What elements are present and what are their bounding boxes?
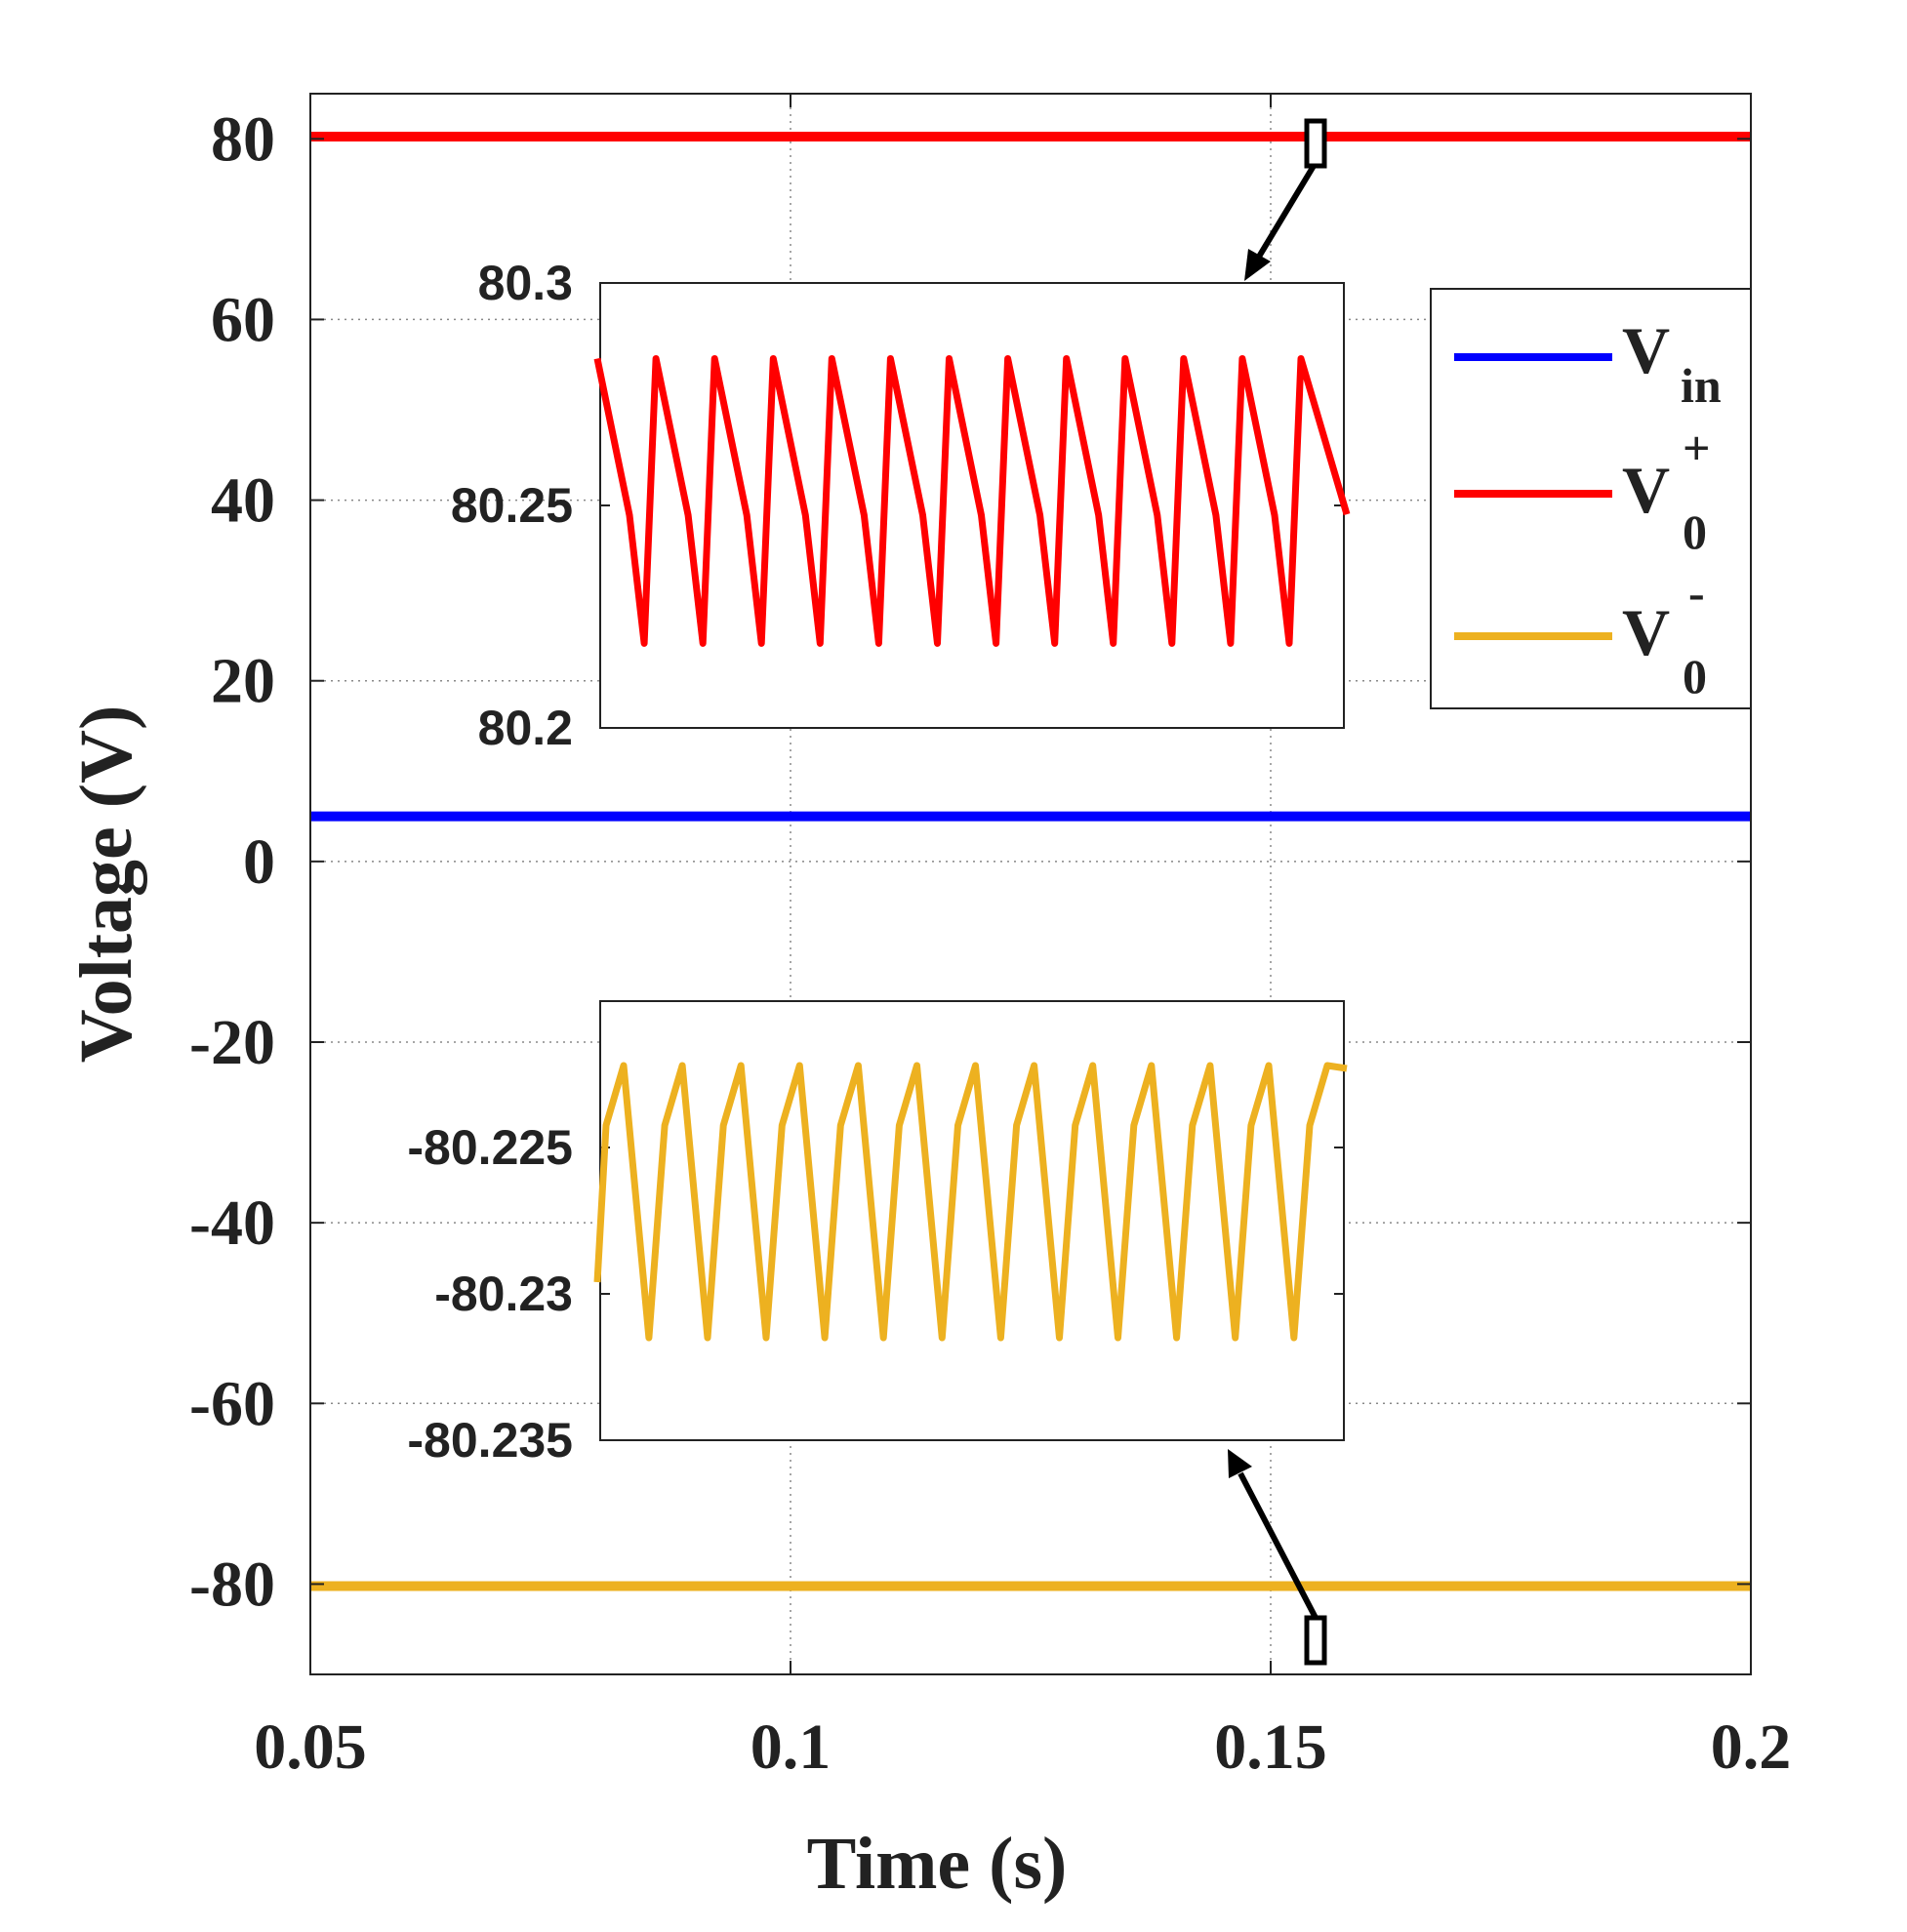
legend-label-vin: V — [1622, 313, 1670, 387]
legend: V in V + 0 V - 0 — [1430, 288, 1752, 709]
y-tick-label: 0 — [243, 826, 275, 898]
y-tick-label: -40 — [189, 1187, 275, 1259]
x-tick-labels: 0.05 0.1 0.15 0.2 — [254, 1711, 1791, 1783]
inset-y-tick-label: 80.2 — [478, 701, 573, 755]
x-tick-label: 0.15 — [1214, 1711, 1327, 1783]
plot-frame — [309, 93, 1752, 1675]
x-tick-label: 0.2 — [1711, 1711, 1792, 1783]
inset-positive-output: 80.3 80.25 80.2 — [451, 256, 1351, 755]
inset-y-tick-label: -80.225 — [407, 1120, 573, 1175]
zoom-marker-negative — [1304, 1615, 1327, 1666]
y-tick-label: 20 — [211, 646, 275, 717]
inset-negative-y-labels: -80.225 -80.23 -80.235 — [407, 1120, 573, 1468]
legend-sup-vpos: + — [1683, 421, 1711, 475]
inset-y-tick-label: 80.3 — [478, 256, 573, 310]
zoom-arrow-negative — [1238, 1471, 1319, 1620]
inset-y-tick-label: -80.235 — [407, 1413, 573, 1468]
inset-positive-waveform — [593, 355, 1351, 647]
zoom-arrow-positive — [1256, 164, 1317, 259]
zoom-marker-positive — [1304, 118, 1327, 169]
x-tick-label: 0.1 — [751, 1711, 832, 1783]
legend-label-vpos: V — [1622, 453, 1670, 527]
inset-positive-frame — [599, 282, 1345, 729]
y-tick-label: -80 — [189, 1549, 275, 1620]
inset-y-tick-label: -80.23 — [434, 1267, 573, 1321]
legend-sub-vin: in — [1681, 358, 1722, 413]
inset-negative-waveform — [593, 1062, 1348, 1342]
y-tick-label: 80 — [211, 103, 275, 175]
x-axis-label: Time (s) — [807, 1823, 1068, 1905]
y-tick-labels: 80 60 40 20 0 -20 -40 -60 -80 — [189, 103, 275, 1620]
y-axis-label: Voltage (V) — [65, 705, 147, 1064]
zoom-arrowhead-positive — [1244, 249, 1271, 281]
x-tick-label: 0.05 — [254, 1711, 367, 1783]
zoom-arrowhead-negative — [1228, 1449, 1252, 1478]
legend-box — [1430, 288, 1752, 709]
inset-positive-y-labels: 80.3 80.25 80.2 — [451, 256, 573, 755]
legend-label-vneg: V — [1622, 595, 1670, 669]
y-tick-label: 40 — [211, 465, 275, 537]
legend-sub-vneg: 0 — [1683, 649, 1707, 704]
y-tick-label: -20 — [189, 1007, 275, 1078]
legend-sup-vneg: - — [1688, 565, 1705, 620]
inset-y-tick-label: 80.25 — [451, 478, 573, 533]
series-lines — [310, 131, 1751, 1591]
y-tick-label: -60 — [189, 1368, 275, 1439]
legend-sub-vpos: 0 — [1683, 504, 1707, 559]
inset-negative-output: -80.225 -80.23 -80.235 — [407, 1000, 1348, 1468]
y-tick-label: 60 — [211, 284, 275, 355]
